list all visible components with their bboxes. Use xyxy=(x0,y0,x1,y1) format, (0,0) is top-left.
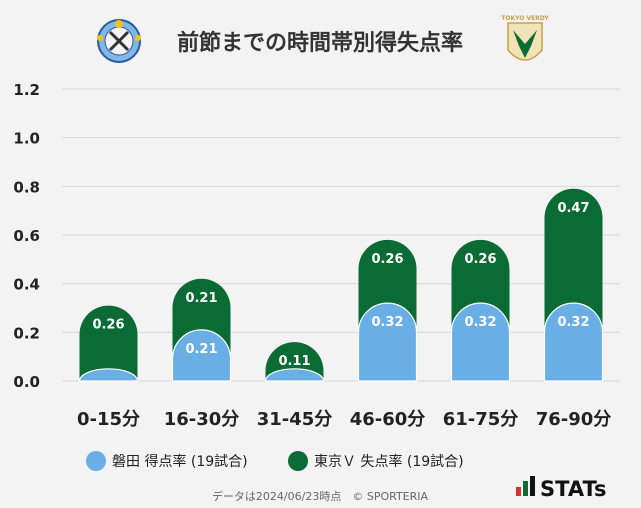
legend: 磐田 得点率 (19試合) 東京Ｖ 失点率 (19試合) xyxy=(86,451,464,471)
y-tick-label: 0.4 xyxy=(13,276,40,294)
tokyo-verdy-crest-logo: TOKYO VERDY xyxy=(501,15,549,61)
chart-title: 前節までの時間帯別得失点率 xyxy=(177,30,463,56)
value-label-verdy: 0.26 xyxy=(92,318,124,333)
value-label-verdy: 0.26 xyxy=(464,252,496,267)
y-tick-label: 1.2 xyxy=(13,81,40,99)
value-label-verdy: 0.21 xyxy=(185,291,217,306)
bar-iwata-score xyxy=(357,302,418,382)
x-tick-label: 31-45分 xyxy=(257,409,333,430)
legend-swatch-verdy xyxy=(288,451,308,471)
value-label-iwata: 0.21 xyxy=(185,342,217,357)
footer-note: データは2024/06/23時点 © SPORTERIA xyxy=(212,489,429,503)
value-label-iwata: 0.32 xyxy=(371,315,403,330)
bar-iwata-score xyxy=(450,302,511,382)
grid-lines xyxy=(62,88,620,382)
y-tick-label: 0.2 xyxy=(13,324,40,342)
legend-label-verdy: 東京Ｖ 失点率 (19試合) xyxy=(314,453,464,470)
legend-swatch-iwata xyxy=(86,451,106,471)
bar-iwata-score xyxy=(78,368,139,382)
x-tick-label: 0-15分 xyxy=(77,409,140,430)
y-tick-label: 0.6 xyxy=(13,227,40,245)
tokyo-verdy-wordmark: TOKYO VERDY xyxy=(501,15,549,22)
x-tick-label: 16-30分 xyxy=(164,409,240,430)
value-label-iwata: 0.32 xyxy=(464,315,496,330)
x-tick-label: 76-90分 xyxy=(536,409,612,430)
x-axis: 0-15分 16-30分 31-45分 46-60分 61-75分 76-90分 xyxy=(77,409,611,430)
bar-verdy-concede xyxy=(79,305,138,381)
value-label-iwata: 0.32 xyxy=(557,315,589,330)
value-label-verdy: 0.47 xyxy=(557,201,589,216)
legend-label-iwata: 磐田 得点率 (19試合) xyxy=(112,453,248,470)
y-tick-label: 0.0 xyxy=(13,373,40,391)
bar-iwata-score xyxy=(543,302,604,382)
y-tick-label: 0.8 xyxy=(13,178,40,196)
value-label-verdy: 0.26 xyxy=(371,252,403,267)
x-tick-label: 61-75分 xyxy=(443,409,519,430)
stats-wordmark: STATs xyxy=(540,477,606,501)
jubilo-crest-logo xyxy=(97,19,141,63)
value-label-verdy: 0.11 xyxy=(278,354,310,369)
bars: 0.26 0.21 0.21 0.11 0.26 0.32 0.26 0.32 0.47 0.32 xyxy=(78,188,604,382)
y-tick-label: 1.0 xyxy=(13,130,40,148)
bar-iwata-score xyxy=(264,368,325,382)
y-axis: 0.0 0.2 0.4 0.6 0.8 1.0 1.2 xyxy=(13,81,40,391)
x-tick-label: 46-60分 xyxy=(350,409,426,430)
bar-iwata-score xyxy=(171,329,232,382)
stats-logo: STATs xyxy=(516,476,606,501)
